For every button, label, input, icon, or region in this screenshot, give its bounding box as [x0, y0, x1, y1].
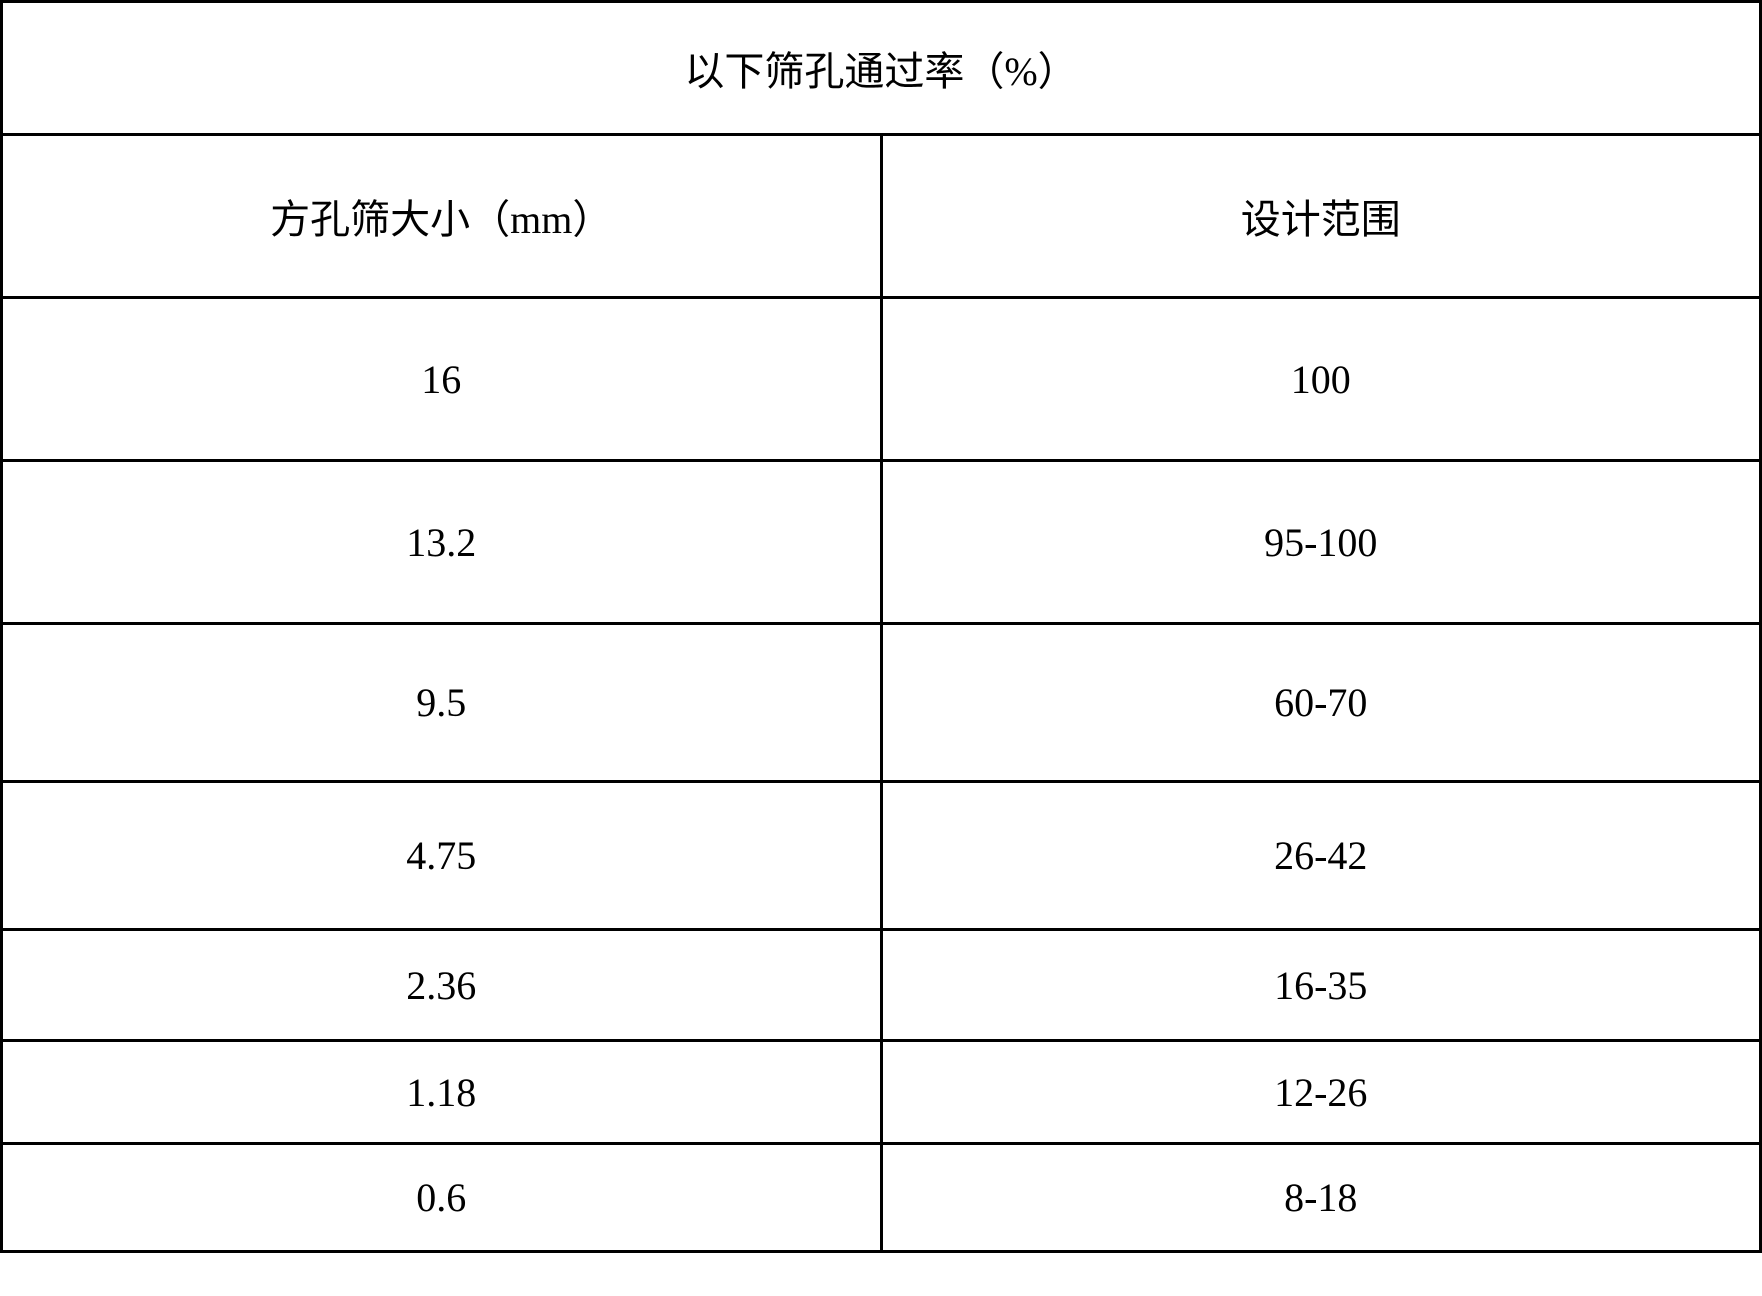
cell-design-range: 12-26	[881, 1041, 1761, 1144]
table-title-row: 以下筛孔通过率（%）	[2, 2, 1761, 135]
table-row: 13.2 95-100	[2, 461, 1761, 624]
cell-design-range: 16-35	[881, 930, 1761, 1041]
cell-design-range: 60-70	[881, 624, 1761, 782]
cell-sieve-size: 4.75	[2, 782, 882, 930]
column-header-sieve-size: 方孔筛大小（mm）	[2, 135, 882, 298]
cell-design-range: 26-42	[881, 782, 1761, 930]
cell-design-range: 8-18	[881, 1144, 1761, 1252]
table-row: 1.18 12-26	[2, 1041, 1761, 1144]
table-row: 9.5 60-70	[2, 624, 1761, 782]
sieve-table-container: 以下筛孔通过率（%） 方孔筛大小（mm） 设计范围 16 100 13.2 95…	[0, 0, 1762, 1253]
table-row: 4.75 26-42	[2, 782, 1761, 930]
table-row: 2.36 16-35	[2, 930, 1761, 1041]
table-title: 以下筛孔通过率（%）	[2, 2, 1761, 135]
column-header-design-range: 设计范围	[881, 135, 1761, 298]
cell-sieve-size: 1.18	[2, 1041, 882, 1144]
cell-sieve-size: 16	[2, 298, 882, 461]
table-row: 0.6 8-18	[2, 1144, 1761, 1252]
cell-sieve-size: 2.36	[2, 930, 882, 1041]
cell-design-range: 100	[881, 298, 1761, 461]
cell-sieve-size: 9.5	[2, 624, 882, 782]
cell-sieve-size: 0.6	[2, 1144, 882, 1252]
table-row: 16 100	[2, 298, 1761, 461]
cell-design-range: 95-100	[881, 461, 1761, 624]
table-header-row: 方孔筛大小（mm） 设计范围	[2, 135, 1761, 298]
sieve-table: 以下筛孔通过率（%） 方孔筛大小（mm） 设计范围 16 100 13.2 95…	[0, 0, 1762, 1253]
cell-sieve-size: 13.2	[2, 461, 882, 624]
